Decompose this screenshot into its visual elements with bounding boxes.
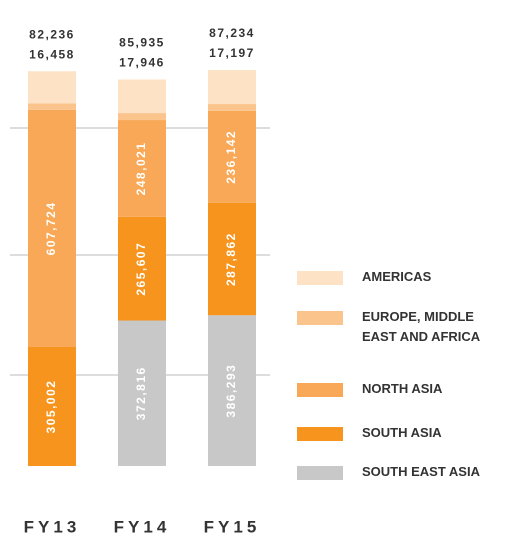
data-label: 248,021 (134, 142, 148, 196)
legend-label: SOUTH ASIA (362, 425, 442, 440)
legend-swatch (297, 271, 343, 285)
bar-segment (118, 79, 166, 114)
legend-swatch (297, 383, 343, 397)
data-label: 16,458 (29, 47, 75, 61)
bar-segment (208, 315, 256, 466)
legend-item: SOUTH EAST ASIA (297, 464, 512, 482)
bar-segment (208, 202, 256, 316)
bar-segment (28, 346, 76, 466)
legend-swatch (297, 311, 343, 325)
data-label: 85,935 (119, 36, 165, 50)
bar-segment (118, 120, 166, 217)
data-label: 17,197 (209, 46, 255, 60)
bar-segment (28, 71, 76, 104)
data-label: 236,142 (224, 130, 238, 184)
legend-swatch (297, 466, 343, 480)
x-tick-label: FY13 (24, 517, 81, 536)
bar-segment (118, 113, 166, 121)
legend-swatch (297, 427, 343, 441)
data-label: 386,293 (224, 364, 238, 418)
data-label: 17,946 (119, 56, 165, 70)
bar-segment (118, 320, 166, 466)
bar-segment (208, 104, 256, 111)
legend-item: SOUTH ASIA (297, 425, 512, 443)
legend-label: EUROPE, MIDDLE EAST AND AFRICA (362, 309, 481, 344)
bar-segment (208, 110, 256, 203)
legend-label: AMERICAS (362, 269, 432, 284)
data-label: 372,816 (134, 366, 148, 420)
bar-segment (28, 109, 76, 347)
legend-label: SOUTH EAST ASIA (362, 464, 480, 479)
data-label: 305,002 (44, 380, 58, 434)
bar-segment (208, 70, 256, 105)
legend-item: AMERICAS (297, 269, 512, 287)
data-label: 265,607 (134, 242, 148, 296)
data-label: 607,724 (44, 201, 58, 255)
data-label: 82,236 (29, 27, 75, 41)
bar-segment (118, 216, 166, 321)
x-tick-label: FY15 (204, 517, 261, 536)
data-label: 87,234 (209, 26, 255, 40)
legend-item: EUROPE, MIDDLE EAST AND AFRICA (297, 309, 512, 347)
legend-item: NORTH ASIA (297, 381, 512, 399)
legend-label: NORTH ASIA (362, 381, 443, 396)
bar-segment (28, 103, 76, 110)
data-label: 287,862 (224, 232, 238, 286)
x-tick-label: FY14 (114, 517, 171, 536)
